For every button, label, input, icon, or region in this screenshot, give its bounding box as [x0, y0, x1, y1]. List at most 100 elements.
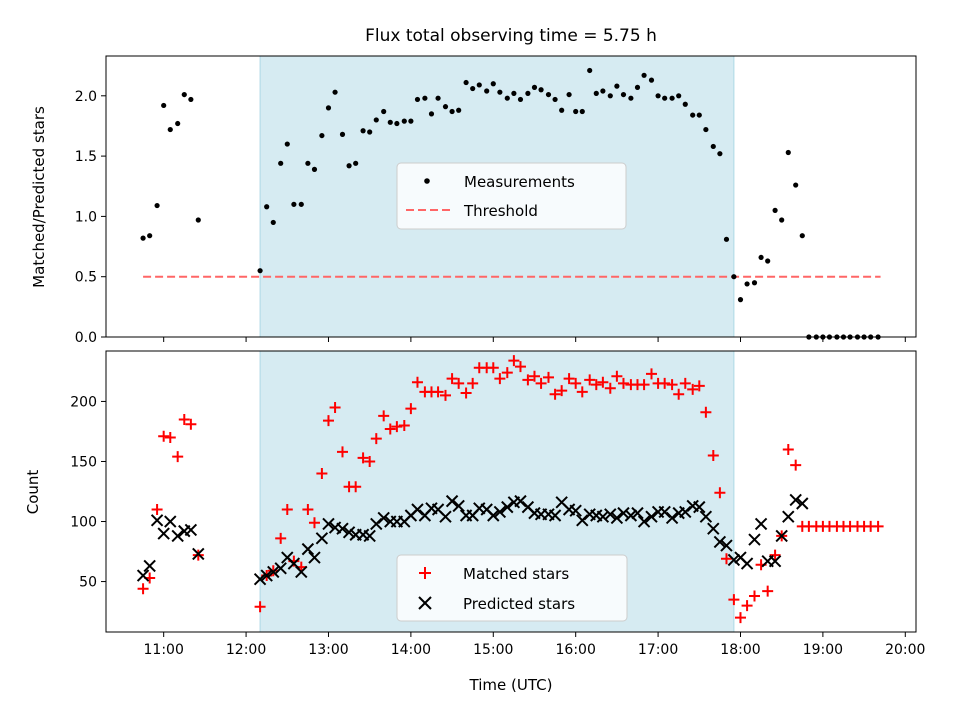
- matched-star-point: [350, 481, 362, 493]
- matched-star-point: [514, 361, 526, 373]
- predicted-star-point: [501, 500, 514, 514]
- predicted-stars-points: [136, 493, 809, 586]
- matched-star-point: [693, 380, 705, 392]
- x-tick-label: 11:00: [144, 642, 184, 658]
- matched-star-point: [659, 377, 671, 389]
- matched-star-point: [679, 377, 691, 389]
- measurement-point: [161, 102, 167, 109]
- measurement-point: [257, 268, 263, 274]
- y-tick-label: 50: [79, 575, 97, 591]
- matched-star-point: [158, 430, 170, 442]
- measurement-point: [346, 163, 352, 169]
- measurement-point: [311, 166, 318, 172]
- predicted-star-point: [768, 554, 782, 568]
- x-tick-label: 16:00: [556, 642, 596, 658]
- measurement-point: [332, 89, 338, 95]
- predicted-star-point: [342, 526, 356, 539]
- predicted-star-point: [604, 508, 617, 521]
- matched-star-point: [748, 590, 760, 602]
- measurement-point: [140, 235, 146, 241]
- measurement-point: [566, 91, 572, 98]
- predicted-star-point: [754, 517, 768, 531]
- measurement-point: [147, 233, 153, 239]
- matched-star-point: [378, 410, 390, 422]
- predicted-star-point: [439, 510, 452, 523]
- predicted-star-point: [136, 569, 150, 582]
- measurement-point: [634, 84, 641, 90]
- measurement-point: [765, 258, 771, 264]
- y-tick-label: 2.0: [75, 89, 97, 105]
- measurement-point: [655, 93, 661, 99]
- matched-star-point: [336, 446, 348, 458]
- predicted-star-point: [699, 510, 713, 523]
- measurement-point: [476, 82, 482, 88]
- predicted-star-point: [610, 511, 624, 525]
- matched-star-point: [714, 487, 726, 499]
- measurement-point: [552, 96, 558, 103]
- legend-matched-marker: [419, 567, 431, 579]
- measurement-point: [593, 90, 599, 96]
- predicted-star-point: [295, 565, 308, 579]
- matched-star-point: [357, 452, 369, 464]
- predicted-star-point: [377, 511, 390, 525]
- measurement-point: [744, 281, 750, 287]
- matched-star-point: [446, 373, 458, 385]
- bottom-y-axis-label: Count: [24, 470, 42, 515]
- matched-star-point: [720, 553, 732, 565]
- matched-star-point: [178, 413, 190, 425]
- measurement-point: [723, 236, 730, 242]
- y-tick-label: 1.0: [75, 209, 97, 225]
- measurement-point: [401, 118, 407, 124]
- matched-star-point: [185, 418, 197, 430]
- measurement-point: [414, 96, 421, 103]
- x-tick-label: 12:00: [226, 642, 266, 658]
- matched-star-point: [700, 406, 712, 418]
- predicted-star-point: [143, 559, 156, 573]
- predicted-star-point: [624, 509, 638, 522]
- matched-star-point: [590, 379, 602, 391]
- legend-matched-label: Matched stars: [463, 565, 569, 583]
- bottom-legend: Matched stars Predicted stars: [396, 554, 628, 622]
- matched-star-point: [172, 451, 184, 463]
- matched-star-point: [501, 367, 513, 379]
- predicted-star-point: [164, 515, 177, 528]
- predicted-star-point: [707, 522, 720, 535]
- matched-star-point: [254, 601, 266, 613]
- predicted-star-point: [452, 499, 465, 513]
- measurement-point: [538, 87, 544, 93]
- legend-threshold-label: Threshold: [463, 202, 538, 220]
- predicted-star-point: [267, 565, 280, 579]
- matched-star-point: [611, 370, 623, 382]
- measurement-point: [394, 120, 400, 127]
- measurement-point: [360, 128, 366, 134]
- measurement-point: [573, 108, 579, 115]
- measurement-point: [325, 105, 332, 111]
- chart-title: Flux total observing time = 5.75 h: [365, 26, 657, 46]
- matched-star-point: [487, 362, 499, 374]
- predicted-star-point: [253, 572, 267, 586]
- measurement-point: [799, 233, 805, 239]
- bottom-shaded-region: [259, 350, 735, 633]
- predicted-star-point: [693, 500, 706, 514]
- x-tick-label: 18:00: [720, 642, 760, 658]
- measurement-point: [497, 89, 503, 95]
- matched-star-point: [528, 370, 540, 382]
- matched-stars-points: [137, 355, 884, 624]
- predicted-star-point: [171, 529, 184, 543]
- y-tick-label: 200: [70, 394, 97, 410]
- measurement-point: [367, 129, 373, 135]
- measurement-point: [600, 88, 606, 94]
- matched-star-point: [275, 532, 287, 544]
- measurement-point: [587, 67, 593, 74]
- measurement-point: [751, 280, 758, 286]
- matched-star-point: [322, 415, 334, 427]
- measurement-point: [422, 95, 428, 101]
- measurement-point: [435, 95, 441, 101]
- matched-star-point: [411, 376, 423, 388]
- measurement-point: [717, 151, 723, 157]
- predicted-star-point: [322, 517, 335, 531]
- y-tick-label: 0.5: [75, 270, 97, 286]
- matched-star-point: [584, 374, 596, 386]
- measurement-point: [167, 126, 173, 133]
